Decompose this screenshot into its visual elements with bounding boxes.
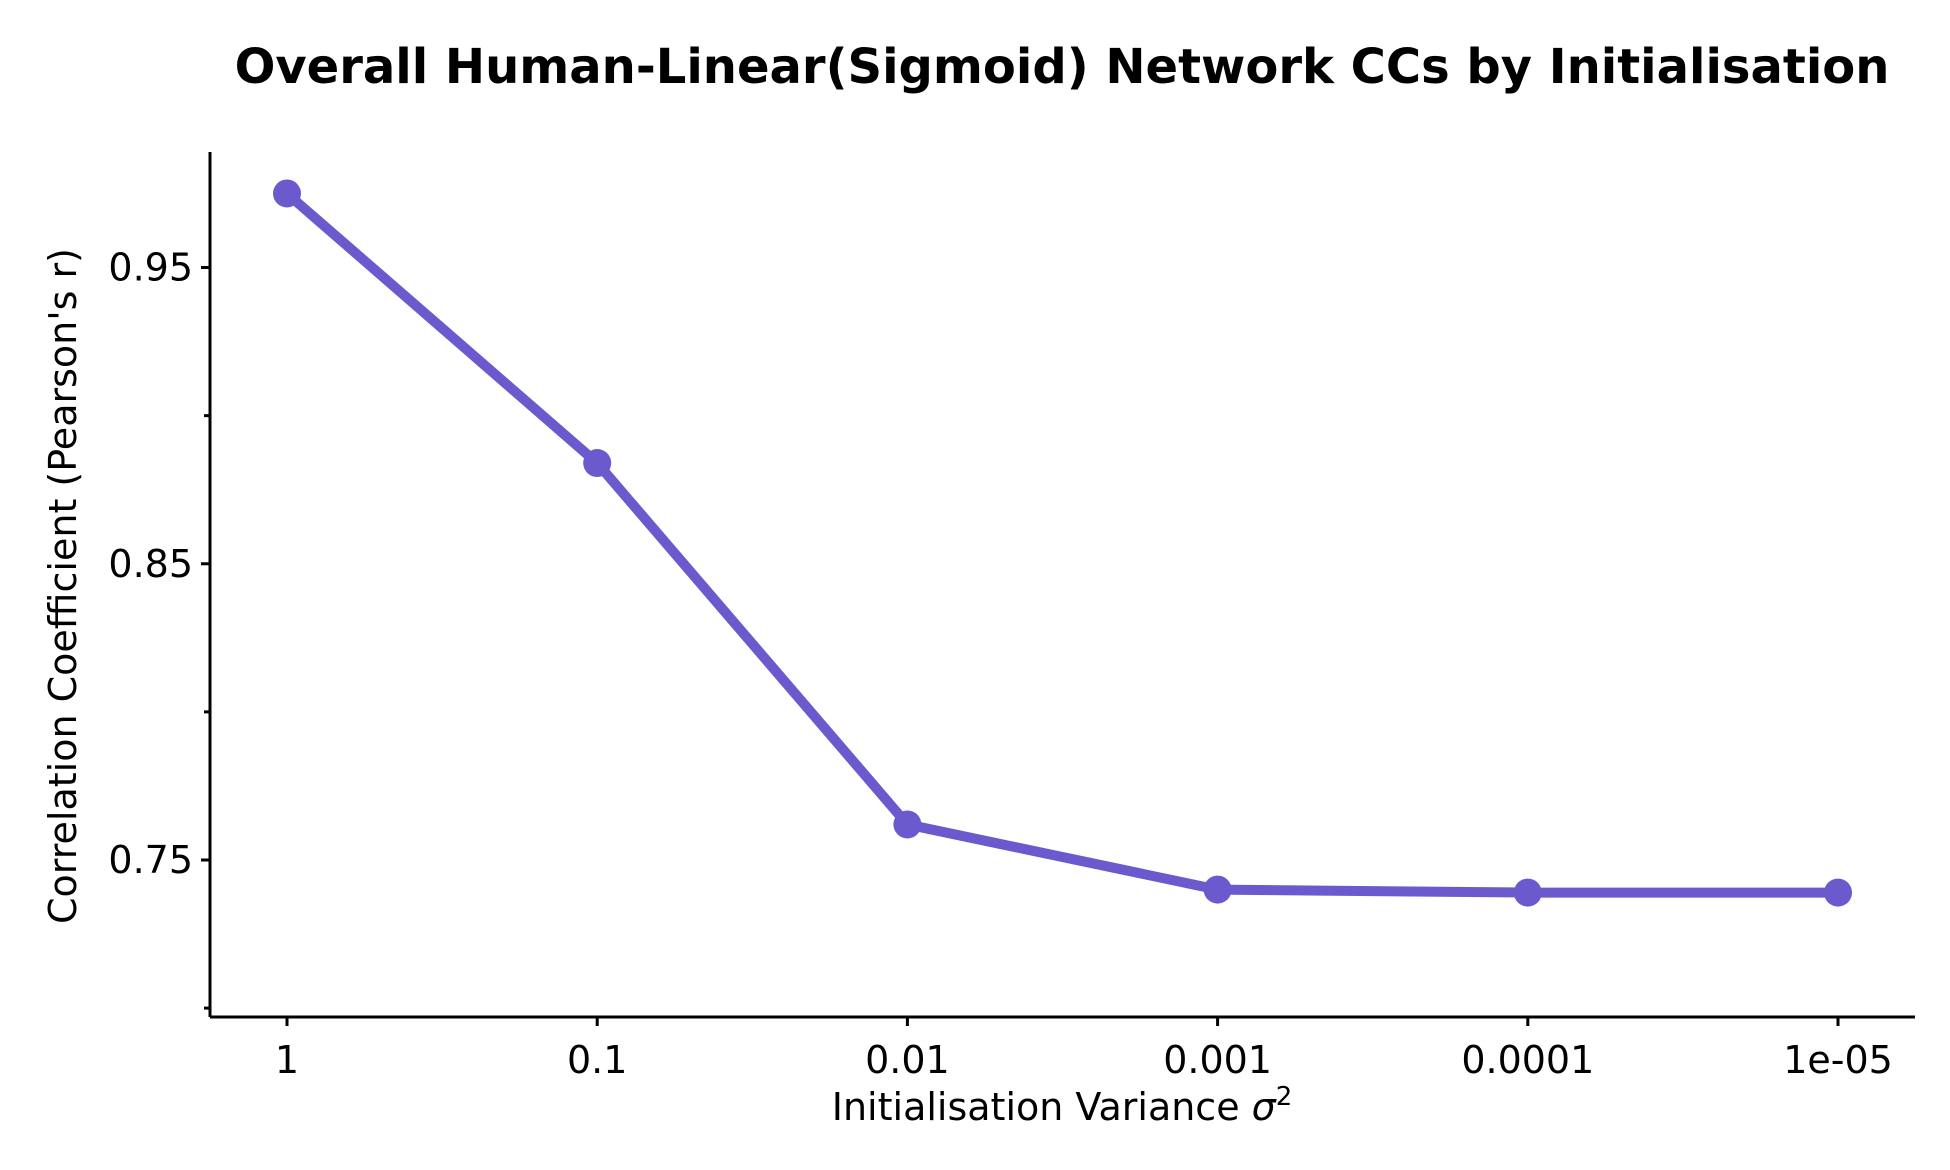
data-point bbox=[583, 449, 612, 478]
y-tick-label: 0.75 bbox=[108, 838, 193, 882]
x-tick-label: 1 bbox=[275, 1038, 299, 1082]
x-tick-label: 1e-05 bbox=[1783, 1038, 1893, 1082]
y-tick-label: 0.85 bbox=[108, 542, 193, 586]
data-point bbox=[273, 179, 301, 208]
x-axis-label-text: Initialisation Variance bbox=[832, 1085, 1240, 1129]
x-tick-label: 0.001 bbox=[1163, 1038, 1272, 1082]
data-point bbox=[893, 810, 922, 839]
x-axis-label-superscript: 2 bbox=[1276, 1082, 1293, 1112]
x-tick-label: 0.0001 bbox=[1461, 1038, 1594, 1082]
x-axis-label: Initialisation Variance σ2 bbox=[832, 1082, 1292, 1129]
chart-title: Overall Human-Linear(Sigmoid) Network CC… bbox=[235, 39, 1890, 95]
y-tick-label: 0.95 bbox=[108, 246, 193, 290]
data-point bbox=[1513, 878, 1542, 907]
data-point bbox=[1203, 875, 1232, 904]
series-line bbox=[282, 188, 1843, 898]
data-point bbox=[1824, 878, 1852, 907]
plot-area: 0.75 0.85 0.95 1 0.1 0.01 0.001 0.0001 1e-05 bbox=[108, 152, 1915, 1082]
x-tick-label: 0.1 bbox=[567, 1038, 627, 1082]
y-axis-label: Correlation Coefficient (Pearson's r) bbox=[41, 248, 85, 924]
x-axis-label-symbol: σ bbox=[1252, 1085, 1278, 1129]
x-tick-label: 0.01 bbox=[865, 1038, 950, 1082]
